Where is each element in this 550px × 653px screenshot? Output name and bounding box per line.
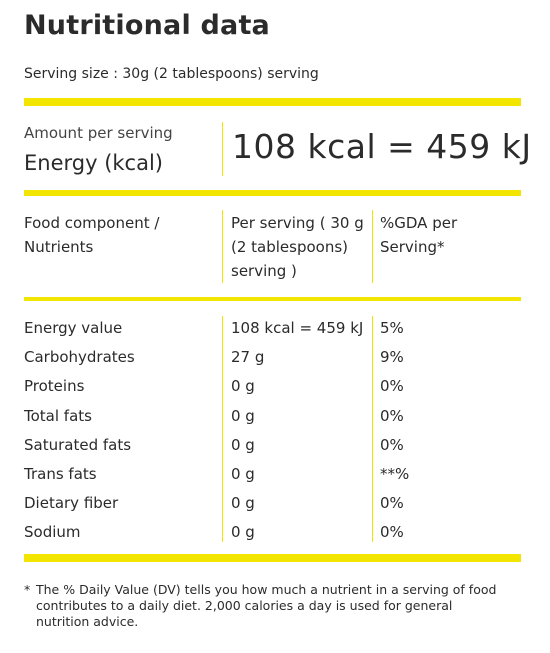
header-divider-line-2 bbox=[372, 210, 373, 283]
nutrient-per-serving: 0 g bbox=[231, 494, 255, 512]
nutrient-name: Energy value bbox=[24, 319, 123, 337]
footnote: * The % Daily Value (DV) tells you how m… bbox=[24, 582, 504, 630]
header-per-serving-line2: (2 tablespoons) bbox=[231, 238, 349, 256]
nutrient-name: Proteins bbox=[24, 377, 85, 395]
header-per-serving: Per serving ( 30 g (2 tablespoons) servi… bbox=[231, 211, 364, 283]
body-divider-line-2 bbox=[372, 316, 373, 542]
divider-bottom bbox=[24, 554, 521, 562]
nutrient-gda: 0% bbox=[380, 494, 404, 512]
nutrient-gda: 0% bbox=[380, 407, 404, 425]
divider-header bbox=[24, 297, 521, 301]
nutrient-name: Sodium bbox=[24, 523, 81, 541]
divider-top bbox=[24, 98, 521, 106]
header-gda-line2: Serving* bbox=[380, 238, 445, 256]
nutrient-per-serving: 0 g bbox=[231, 407, 255, 425]
nutrient-gda: 9% bbox=[380, 348, 404, 366]
energy-label: Energy (kcal) bbox=[24, 151, 163, 175]
nutrient-gda: 5% bbox=[380, 319, 404, 337]
footnote-text: The % Daily Value (DV) tells you how muc… bbox=[36, 582, 497, 629]
nutrient-per-serving: 108 kcal = 459 kJ bbox=[231, 319, 364, 337]
energy-value: 108 kcal = 459 kJ bbox=[232, 127, 532, 166]
nutrient-per-serving: 0 g bbox=[231, 465, 255, 483]
header-component-line1: Food component / bbox=[24, 214, 160, 232]
nutrient-name: Trans fats bbox=[24, 465, 97, 483]
nutrient-gda: 0% bbox=[380, 436, 404, 454]
energy-divider-line bbox=[222, 122, 223, 176]
header-component: Food component / Nutrients bbox=[24, 211, 159, 259]
header-per-serving-line1: Per serving ( 30 g bbox=[231, 214, 364, 232]
header-component-line2: Nutrients bbox=[24, 238, 94, 256]
nutrient-per-serving: 27 g bbox=[231, 348, 265, 366]
nutrient-per-serving: 0 g bbox=[231, 377, 255, 395]
nutrient-gda: 0% bbox=[380, 523, 404, 541]
amount-per-serving-label: Amount per serving bbox=[24, 124, 173, 142]
nutrient-name: Saturated fats bbox=[24, 436, 132, 454]
serving-size: Serving size : 30g (2 tablespoons) servi… bbox=[24, 66, 319, 82]
header-gda-line1: %GDA per bbox=[380, 214, 458, 232]
nutrient-per-serving: 0 g bbox=[231, 523, 255, 541]
header-gda: %GDA per Serving* bbox=[380, 211, 457, 259]
nutrient-gda: 0% bbox=[380, 377, 404, 395]
nutrient-name: Carbohydrates bbox=[24, 348, 135, 366]
divider-energy bbox=[24, 190, 521, 196]
nutrient-gda: **% bbox=[380, 465, 410, 483]
header-divider-line-1 bbox=[222, 210, 223, 283]
header-per-serving-line3: serving ) bbox=[231, 262, 297, 280]
nutrient-per-serving: 0 g bbox=[231, 436, 255, 454]
nutrient-name: Dietary fiber bbox=[24, 494, 119, 512]
nutrient-name: Total fats bbox=[24, 407, 92, 425]
body-divider-line-1 bbox=[222, 316, 223, 542]
page-title: Nutritional data bbox=[24, 10, 270, 41]
footnote-marker: * bbox=[24, 582, 31, 597]
